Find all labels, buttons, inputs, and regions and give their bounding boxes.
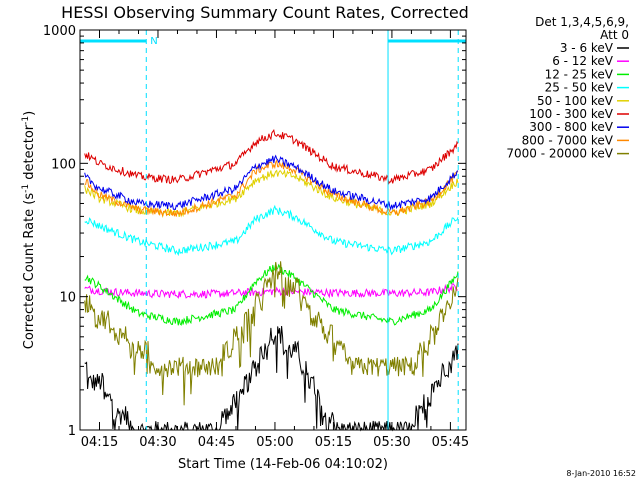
series-line-4 <box>84 168 459 218</box>
series-layer <box>84 128 459 432</box>
x-tick-label-0: 04:15 <box>81 435 118 450</box>
y-tick-label-3: 1000 <box>43 24 76 39</box>
legend-label-4: 50 - 100 keV <box>537 94 614 108</box>
x-tick-label-6: 05:45 <box>432 435 469 450</box>
axes: 04:15 04:30 04:45 05:00 05:15 05:30 05:45 1 10 10… <box>43 24 469 450</box>
x-tick-label-3: 05:00 <box>256 435 293 450</box>
series-line-3 <box>84 204 459 257</box>
series-line-7 <box>84 158 459 218</box>
x-tick-label-2: 04:45 <box>198 435 235 450</box>
legend-label-7: 800 - 7000 keV <box>522 133 614 147</box>
series-line-6 <box>84 154 459 211</box>
generation-timestamp: 8-Jan-2010 16:52 <box>566 469 636 478</box>
legend-label-1: 6 - 12 keV <box>552 54 614 68</box>
legend-label-2: 12 - 25 keV <box>545 67 614 81</box>
series-line-2 <box>84 262 459 326</box>
plot-frame <box>79 29 467 431</box>
legend-label-5: 100 - 300 keV <box>529 107 613 121</box>
legend-header-attenuator: Att 0 <box>600 28 629 42</box>
saa-marker-label: N <box>150 36 157 47</box>
legend-label-8: 7000 - 20000 keV <box>506 147 613 161</box>
x-tick-label-1: 04:30 <box>139 435 176 450</box>
y-tick-label-0: 1 <box>68 424 76 439</box>
legend-header-detectors: Det 1,3,4,5,6,9, <box>535 15 629 29</box>
legend-label-6: 300 - 800 keV <box>529 120 613 134</box>
series-line-5 <box>84 128 459 185</box>
legend-label-3: 25 - 50 keV <box>545 81 614 95</box>
series-line-8 <box>84 261 459 406</box>
x-axis-label: Start Time (14-Feb-06 04:10:02) <box>178 457 388 472</box>
x-tick-label-4: 05:15 <box>315 435 352 450</box>
y-axis-label: Corrected Count Rate (s-1 detector-1) <box>21 111 37 349</box>
y-tick-label-1: 10 <box>59 291 76 306</box>
chart-title: HESSI Observing Summary Count Rates, Cor… <box>61 3 469 22</box>
y-tick-label-2: 100 <box>51 157 76 172</box>
observing-markers: N <box>80 30 466 430</box>
x-tick-label-5: 05:30 <box>373 435 410 450</box>
series-line-1 <box>84 283 459 299</box>
legend-label-0: 3 - 6 keV <box>560 41 614 55</box>
